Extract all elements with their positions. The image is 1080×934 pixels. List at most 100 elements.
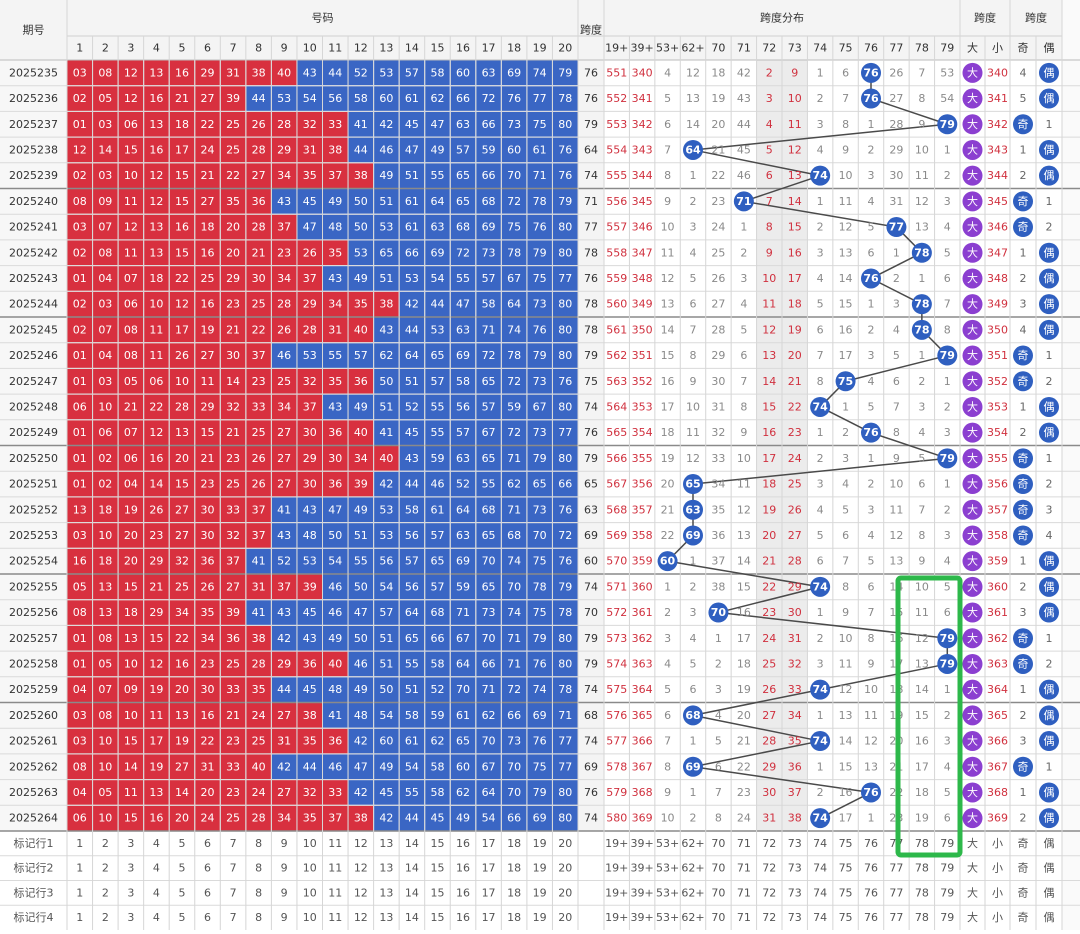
number-cell — [450, 394, 476, 420]
number-cell — [271, 703, 297, 728]
miss-count: 9 — [664, 786, 671, 799]
number: 60 — [456, 66, 470, 79]
number: 80 — [558, 323, 572, 336]
parity-miss: 1 — [1020, 400, 1027, 413]
number: 29 — [149, 606, 163, 619]
miss-count: 19 — [915, 812, 929, 825]
miss-count: 8 — [868, 632, 875, 645]
column-header: 16 — [456, 42, 470, 55]
number: 77 — [558, 735, 572, 748]
miss-count: 1 — [817, 195, 824, 208]
number: 15 — [175, 169, 189, 182]
number: 12 — [175, 298, 189, 311]
size-circle — [962, 756, 983, 777]
number-cell — [399, 240, 425, 266]
number-cell — [374, 291, 399, 317]
number-cell — [450, 677, 476, 702]
number: 49 — [328, 632, 342, 645]
miss-count: 14 — [839, 272, 853, 285]
footer-cell: 70 — [711, 886, 725, 899]
size-circle — [962, 139, 983, 160]
parity-hit: 奇 — [1018, 375, 1029, 388]
column-header: 17 — [482, 42, 496, 55]
number-cell — [118, 60, 144, 86]
number: 43 — [379, 323, 393, 336]
number: 05 — [73, 580, 87, 593]
column-header: 70 — [711, 42, 725, 55]
number: 07 — [98, 683, 112, 696]
number-cell — [323, 60, 348, 86]
miss-count: 22 — [762, 580, 776, 593]
footer-cell: 78 — [915, 862, 929, 875]
number-cell — [93, 163, 118, 188]
number: 06 — [124, 298, 138, 311]
footer-cell: 19 — [533, 911, 547, 924]
size-circle — [962, 679, 983, 700]
footer-label: 标记行4 — [14, 910, 54, 924]
number-cell — [246, 600, 271, 625]
number: 02 — [73, 169, 87, 182]
footer-cell: 72 — [762, 886, 776, 899]
number: 37 — [277, 580, 291, 593]
number: 77 — [558, 426, 572, 439]
number-cell — [297, 600, 322, 625]
number-cell — [144, 189, 169, 214]
number: 16 — [175, 221, 189, 234]
number: 79 — [558, 66, 572, 79]
miss-count: 34 — [788, 709, 802, 722]
footer-cell: 17 — [482, 911, 496, 924]
number: 33 — [328, 786, 342, 799]
number: 10 — [98, 529, 112, 542]
number-cell — [195, 291, 220, 317]
number: 72 — [507, 683, 521, 696]
number: 04 — [124, 478, 138, 491]
number: 51 — [379, 632, 393, 645]
number-cell — [374, 266, 399, 291]
number: 40 — [328, 657, 342, 670]
number-cell — [220, 703, 246, 728]
miss-count: 3 — [868, 503, 875, 516]
number: 22 — [149, 400, 163, 413]
parity-hit: 偶 — [1044, 735, 1055, 748]
number-cell — [220, 497, 246, 523]
column-header: 75 — [839, 42, 853, 55]
number: 03 — [73, 221, 87, 234]
number: 72 — [558, 529, 572, 542]
number: 24 — [201, 812, 215, 825]
number-cell — [118, 523, 144, 548]
miss-count: 1 — [868, 812, 875, 825]
number-cell — [476, 240, 501, 266]
number-cell — [271, 754, 297, 780]
number: 11 — [124, 786, 138, 799]
number-cell — [476, 625, 501, 651]
parity-circle — [1039, 319, 1059, 340]
miss-count: 27 — [788, 529, 802, 542]
miss-count: 19 — [661, 452, 675, 465]
parity-circle — [1039, 88, 1059, 109]
number-cell — [297, 497, 322, 523]
span: 69 — [584, 529, 598, 542]
miss-count: 23 — [737, 786, 751, 799]
footer-cell: 76 — [864, 911, 878, 924]
number-cell — [118, 574, 144, 600]
number: 18 — [98, 555, 112, 568]
number-cell — [374, 728, 399, 754]
parity-circle — [1039, 731, 1059, 752]
span: 70 — [584, 606, 598, 619]
number: 57 — [430, 580, 444, 593]
number-cell — [297, 60, 322, 86]
number: 02 — [73, 246, 87, 259]
footer-cell: 62+ — [681, 837, 704, 850]
miss-count: 2 — [817, 221, 824, 234]
number-cell — [552, 574, 578, 600]
number-cell — [297, 86, 322, 111]
number-cell — [501, 60, 527, 86]
number: 49 — [379, 760, 393, 773]
number: 29 — [303, 298, 317, 311]
number-cell — [527, 317, 552, 343]
number: 55 — [456, 272, 470, 285]
column-header: 76 — [864, 42, 878, 55]
miss-count: 17 — [839, 349, 853, 362]
footer-cell: 大 — [967, 910, 978, 924]
footer-cell: 19+ — [605, 837, 628, 850]
